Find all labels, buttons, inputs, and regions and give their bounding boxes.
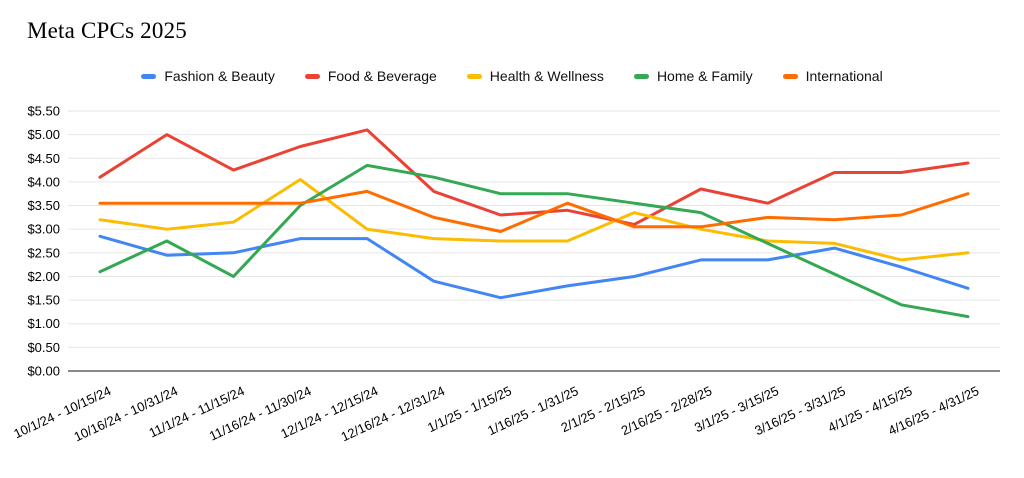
series-line-home-family [98,163,970,319]
y-tick-label: $2.50 [27,245,60,260]
series-line-food-beverage [98,128,970,226]
legend-swatch-health-wellness [466,73,482,79]
legend-label: Food & Beverage [327,68,437,84]
y-tick-label: $3.00 [27,222,60,237]
legend-item-health-wellness: Health & Wellness [466,68,604,84]
legend-item-fashion-beauty: Fashion & Beauty [141,68,275,84]
series-line-health-wellness [98,178,970,262]
legend-item-food-beverage: Food & Beverage [304,68,437,84]
legend-swatch-international [782,73,798,79]
legend-swatch-food-beverage [304,73,320,79]
legend-swatch-fashion-beauty [141,73,157,79]
y-tick-label: $5.50 [27,104,60,119]
legend-label: Health & Wellness [489,68,604,84]
y-tick-label: $0.50 [27,340,60,355]
y-tick-label: $4.50 [27,151,60,166]
legend-item-home-family: Home & Family [633,68,753,84]
y-tick-label: $1.50 [27,293,60,308]
legend-label: Fashion & Beauty [164,68,275,84]
legend-label: Home & Family [656,68,753,84]
legend-label: International [805,68,883,84]
legend-item-international: International [782,68,883,84]
chart-title: Meta CPCs 2025 [27,18,187,43]
y-tick-label: $5.00 [27,127,60,142]
series-line-international [98,189,970,233]
legend: Fashion & Beauty Food & Beverage Health & … [0,68,1024,84]
y-tick-label: $2.00 [27,269,60,284]
y-tick-label: $1.00 [27,316,60,331]
legend-swatch-home-family [633,73,649,79]
y-tick-label: $4.00 [27,174,60,189]
y-tick-label: $3.50 [27,198,60,213]
y-tick-label: $0.00 [27,364,60,379]
series-line-fashion-beauty [98,234,970,300]
